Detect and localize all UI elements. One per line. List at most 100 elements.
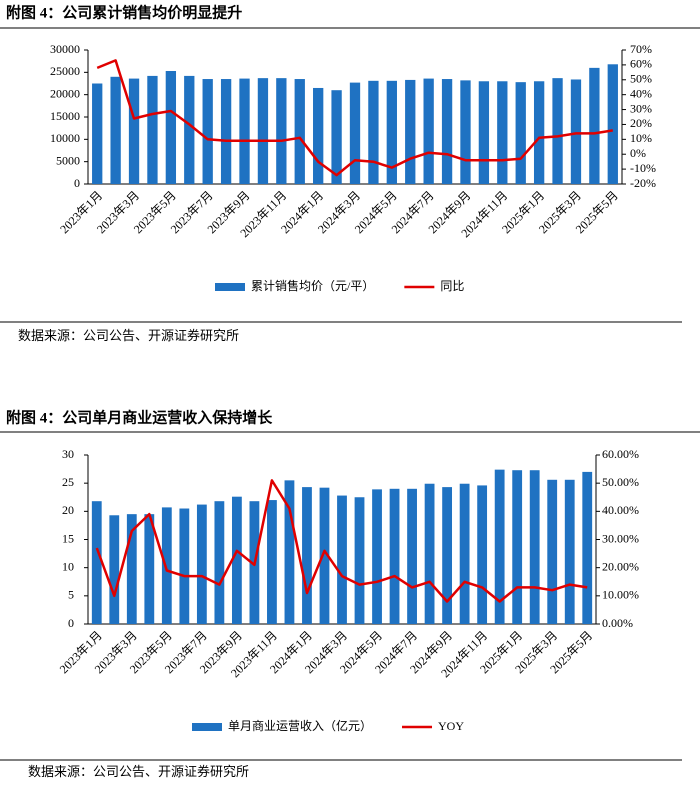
- bar: [607, 64, 618, 184]
- y-tick-label: 30: [62, 447, 74, 461]
- chart: 附图 4：公司单月商业运营收入保持增长 0 5 10 15 20 25 30 0.00% 10.0…: [0, 408, 700, 779]
- legend-swatch: [215, 283, 245, 291]
- y2-tick-label: 70%: [630, 42, 652, 56]
- y2-tick-label: -20%: [630, 176, 656, 190]
- source-note: 数据来源：公司公告、开源证券研究所: [28, 764, 249, 779]
- bar: [319, 487, 330, 624]
- bar: [284, 480, 295, 624]
- bar: [460, 80, 471, 184]
- bar: [570, 79, 582, 184]
- bar: [368, 80, 379, 184]
- y-tick-label: 30000: [50, 42, 80, 56]
- bar: [589, 67, 600, 184]
- bar: [389, 488, 400, 624]
- legend-label: 累计销售均价（元/平）: [251, 278, 374, 293]
- y2-tick-label: 50.00%: [602, 475, 639, 489]
- bar: [331, 90, 342, 184]
- bar: [202, 79, 213, 184]
- y2-tick-label: 40.00%: [602, 503, 639, 517]
- bar: [214, 501, 225, 624]
- bar: [477, 485, 488, 624]
- bar: [92, 83, 103, 184]
- y-tick-label: 5000: [56, 153, 80, 167]
- y2-tick-label: 0.00%: [602, 616, 633, 630]
- legend-label: 单月商业运营收入（亿元）: [228, 718, 372, 733]
- bar: [276, 78, 287, 184]
- bar: [424, 483, 435, 624]
- bar: [515, 82, 526, 184]
- y-tick-label: 15: [62, 531, 74, 545]
- bar: [529, 470, 540, 624]
- bar: [533, 81, 545, 184]
- line: [96, 59, 614, 177]
- bar: [294, 79, 305, 184]
- bar: [109, 515, 120, 624]
- y2-tick-label: 60%: [630, 57, 652, 71]
- y-tick-label: 25: [62, 475, 74, 489]
- bar: [497, 81, 508, 184]
- y-tick-label: 25000: [50, 64, 80, 78]
- bar: [91, 501, 102, 624]
- bar: [423, 78, 434, 184]
- y2-tick-label: 20%: [630, 116, 652, 130]
- y2-tick-label: 50%: [630, 72, 652, 86]
- chart-title: 附图 4：公司单月商业运营收入保持增长: [6, 408, 273, 426]
- line: [95, 479, 588, 603]
- bar: [459, 483, 470, 624]
- legend-label: 同比: [440, 279, 464, 293]
- bar: [354, 497, 365, 624]
- y2-tick-label: 30%: [630, 101, 652, 115]
- y2-tick-label: 10%: [630, 131, 652, 145]
- y2-tick-label: 60.00%: [602, 447, 639, 461]
- bar: [386, 80, 397, 184]
- y-tick-label: 0: [68, 616, 74, 630]
- bar: [372, 489, 382, 624]
- legend-label: YOY: [438, 719, 464, 733]
- bar: [547, 479, 558, 624]
- y-tick-label: 10000: [50, 131, 80, 145]
- chart: 附图 4：公司累计销售均价明显提升 0 5000 10000 15000 20000 250…: [0, 3, 700, 343]
- y2-tick-label: 10.00%: [602, 588, 639, 602]
- bar: [161, 507, 172, 624]
- bar: [302, 487, 312, 624]
- bar: [407, 488, 417, 624]
- bar: [184, 75, 195, 184]
- y-tick-label: 20: [62, 503, 74, 517]
- bar: [267, 500, 277, 624]
- bar: [196, 504, 207, 624]
- bar: [512, 470, 523, 624]
- bar: [313, 87, 324, 184]
- bar: [478, 81, 490, 184]
- legend-swatch: [192, 723, 222, 731]
- bar: [110, 76, 121, 184]
- bar: [220, 79, 232, 184]
- bar: [441, 79, 453, 184]
- bar: [165, 70, 177, 184]
- chart-title: 附图 4：公司累计销售均价明显提升: [6, 3, 242, 21]
- bar: [337, 495, 347, 624]
- bar: [349, 82, 361, 184]
- bar: [582, 471, 593, 624]
- bar: [239, 78, 250, 184]
- bar: [231, 496, 242, 624]
- bar: [564, 479, 575, 624]
- y2-tick-label: -10%: [630, 161, 656, 175]
- bar: [144, 514, 155, 624]
- y-tick-label: 10: [62, 559, 74, 573]
- y2-tick-label: 20.00%: [602, 559, 639, 573]
- bar: [147, 75, 158, 184]
- bar: [552, 78, 563, 184]
- y-tick-label: 0: [74, 176, 80, 190]
- bar: [179, 508, 190, 624]
- y2-tick-label: 0%: [630, 146, 646, 160]
- y-tick-label: 15000: [50, 109, 80, 123]
- bar: [128, 78, 140, 184]
- y2-tick-label: 40%: [630, 86, 652, 100]
- y2-tick-label: 30.00%: [602, 531, 639, 545]
- bar: [257, 78, 269, 184]
- bar: [494, 469, 505, 624]
- bar: [405, 79, 416, 184]
- bar: [126, 514, 137, 624]
- y-tick-label: 20000: [50, 86, 80, 100]
